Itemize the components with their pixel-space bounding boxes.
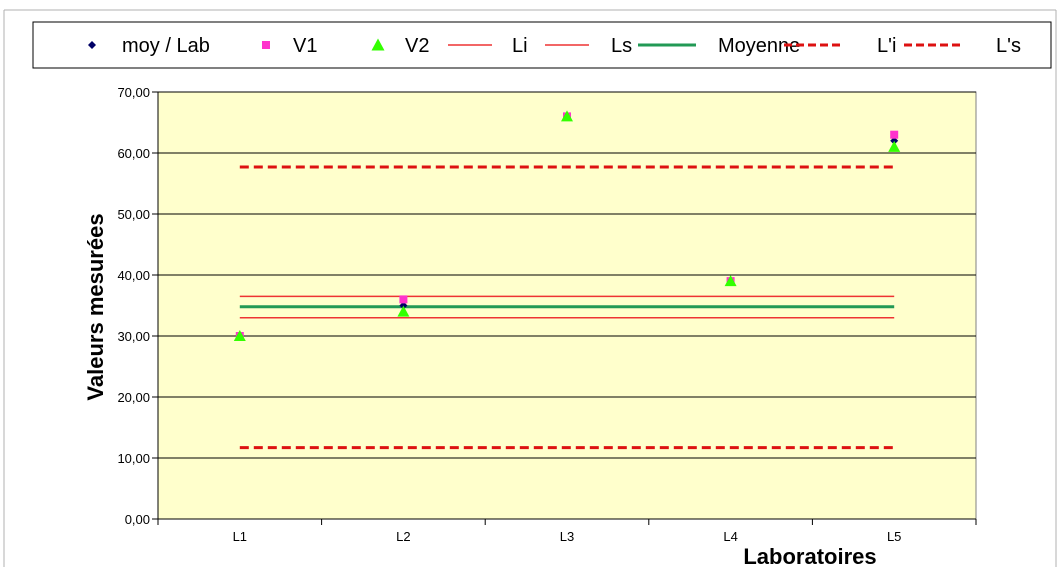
legend-swatch [262, 41, 270, 49]
legend: moy / Lab V1 V2 Li Ls Moyenne L'i L's [32, 21, 1052, 69]
legend-item-v1: V1 [262, 35, 317, 57]
legend-label: V1 [293, 35, 317, 57]
data-point-moylab [399, 301, 408, 310]
legend-item-v2: V2 [371, 35, 429, 57]
legend-label: L's [996, 35, 1021, 57]
y-tick-label: 0,00 [125, 512, 150, 527]
data-point-v2 [724, 275, 737, 287]
y-tick-label: 10,00 [117, 451, 150, 466]
legend-label: Ls [611, 35, 632, 57]
plot-area: 0,00 10,00 20,00 30,00 40,00 50,00 60,00 70,00 L… [117, 85, 977, 544]
data-point-moylab [890, 136, 899, 145]
legend-box [32, 21, 1052, 69]
x-tick-label: L1 [233, 529, 247, 544]
legend-item-moyenne: Moyenne [638, 35, 800, 57]
x-axis-label: Laboratoires [743, 544, 876, 567]
legend-label: V2 [405, 35, 429, 57]
y-tick-label: 20,00 [117, 390, 150, 405]
legend-item-li: Li [448, 35, 528, 57]
data-point-v2 [233, 330, 246, 341]
y-tick-label: 60,00 [117, 146, 150, 161]
legend-label: moy / Lab [122, 35, 210, 57]
legend-item-ls: L's [904, 35, 1021, 57]
x-tick-label: L3 [560, 529, 574, 544]
data-point-v2 [888, 140, 901, 152]
legend-swatch [371, 38, 385, 51]
legend-label: Moyenne [718, 35, 800, 57]
legend-item-moylab: moy / Lab [88, 35, 210, 57]
y-tick-label: 40,00 [117, 268, 150, 283]
legend-label: L'i [877, 35, 896, 57]
y-tick-label: 70,00 [117, 85, 150, 100]
data-point-v2 [397, 305, 410, 317]
x-tick-label: L5 [887, 529, 901, 544]
data-point-v2 [561, 110, 573, 122]
x-tick-label: L2 [396, 529, 410, 544]
legend-item-ls: Ls [545, 35, 632, 57]
y-tick-label: 30,00 [117, 329, 150, 344]
legend-label: Li [512, 35, 528, 57]
y-axis-label: Valeurs mesurées [83, 213, 108, 400]
legend-swatch [88, 41, 96, 49]
data-point-v1 [399, 295, 408, 304]
y-tick-label: 50,00 [117, 207, 150, 222]
x-tick-label: L4 [723, 529, 737, 544]
data-point-v1 [890, 130, 899, 139]
legend-item-li: L'i [784, 35, 896, 57]
